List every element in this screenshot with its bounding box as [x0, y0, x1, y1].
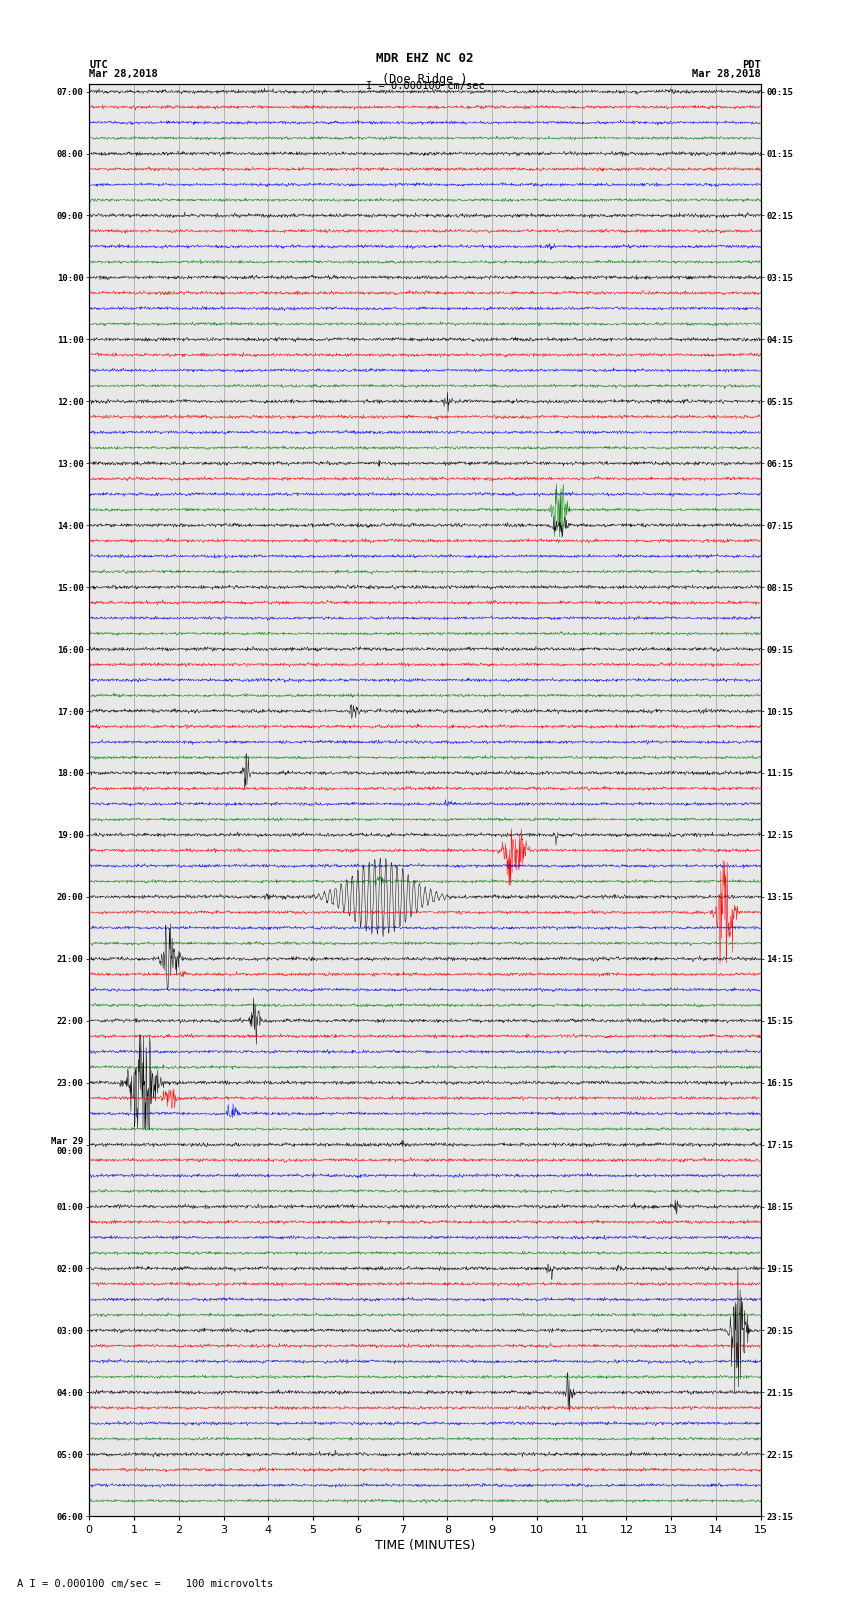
Text: UTC: UTC: [89, 60, 108, 69]
Text: A I = 0.000100 cm/sec =    100 microvolts: A I = 0.000100 cm/sec = 100 microvolts: [17, 1579, 273, 1589]
Text: I = 0.000100 cm/sec: I = 0.000100 cm/sec: [366, 81, 484, 90]
Text: MDR EHZ NC 02: MDR EHZ NC 02: [377, 52, 473, 65]
Text: Mar 28,2018: Mar 28,2018: [692, 69, 761, 79]
Text: Mar 28,2018: Mar 28,2018: [89, 69, 158, 79]
Text: PDT: PDT: [742, 60, 761, 69]
Text: (Doe Ridge ): (Doe Ridge ): [382, 73, 468, 85]
X-axis label: TIME (MINUTES): TIME (MINUTES): [375, 1539, 475, 1552]
